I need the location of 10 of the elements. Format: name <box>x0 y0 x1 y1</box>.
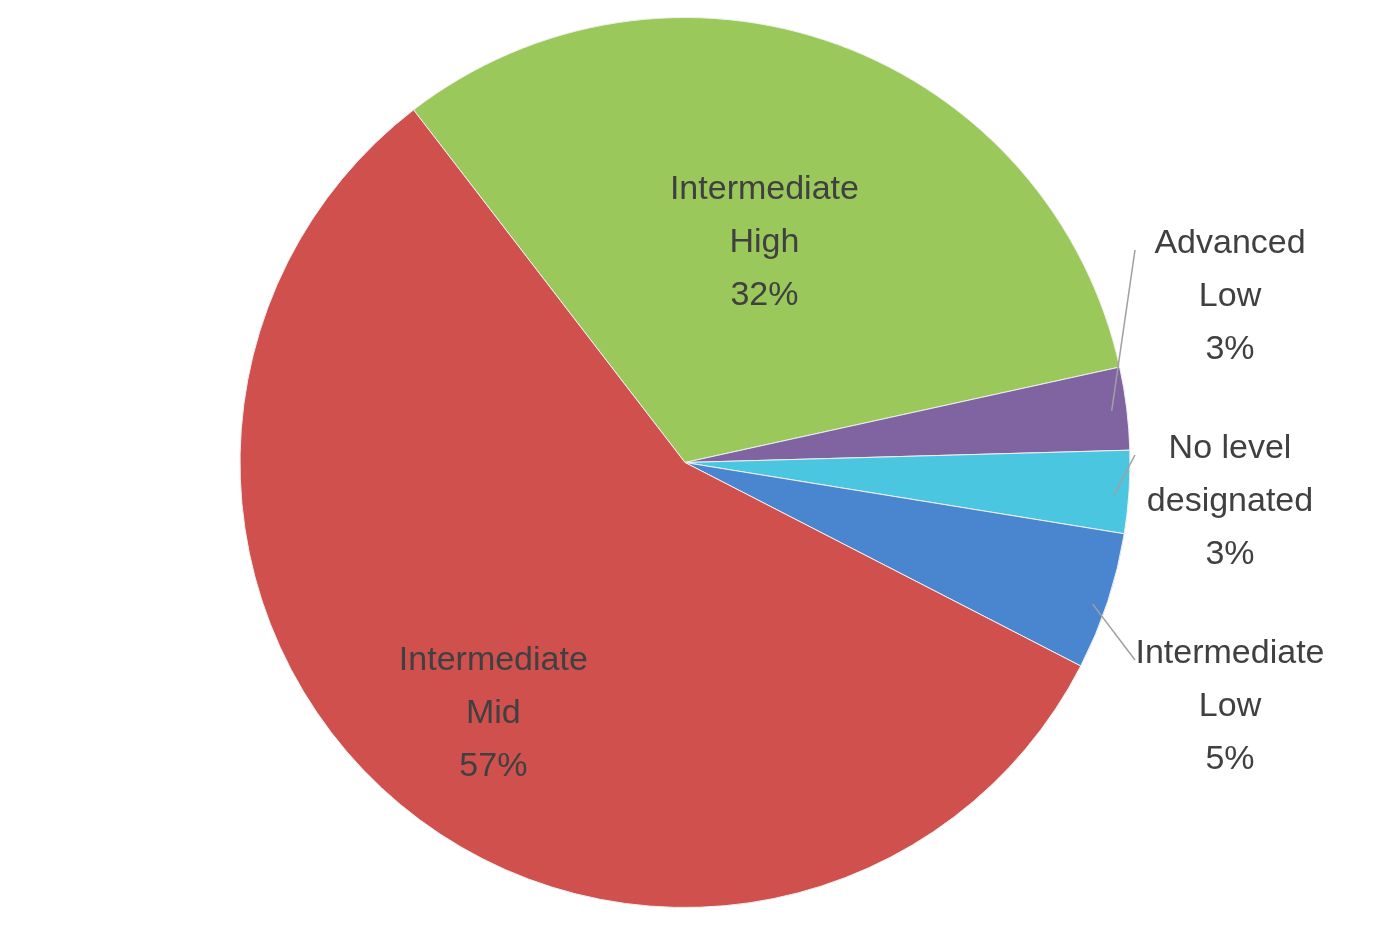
slice-label: Intermediate Low <box>1135 632 1325 723</box>
data-label: 3% <box>1205 328 1255 366</box>
data-label: 57% <box>459 744 528 783</box>
data-label: 3% <box>1205 533 1255 571</box>
slice-label: Intermediate High <box>669 167 859 259</box>
slice-label: Intermediate Mid <box>398 638 588 730</box>
data-label: 5% <box>1205 738 1255 776</box>
slice-label: Advanced Low <box>1154 222 1306 313</box>
data-label: 32% <box>730 273 799 312</box>
slice-label: No level designated <box>1146 427 1314 518</box>
